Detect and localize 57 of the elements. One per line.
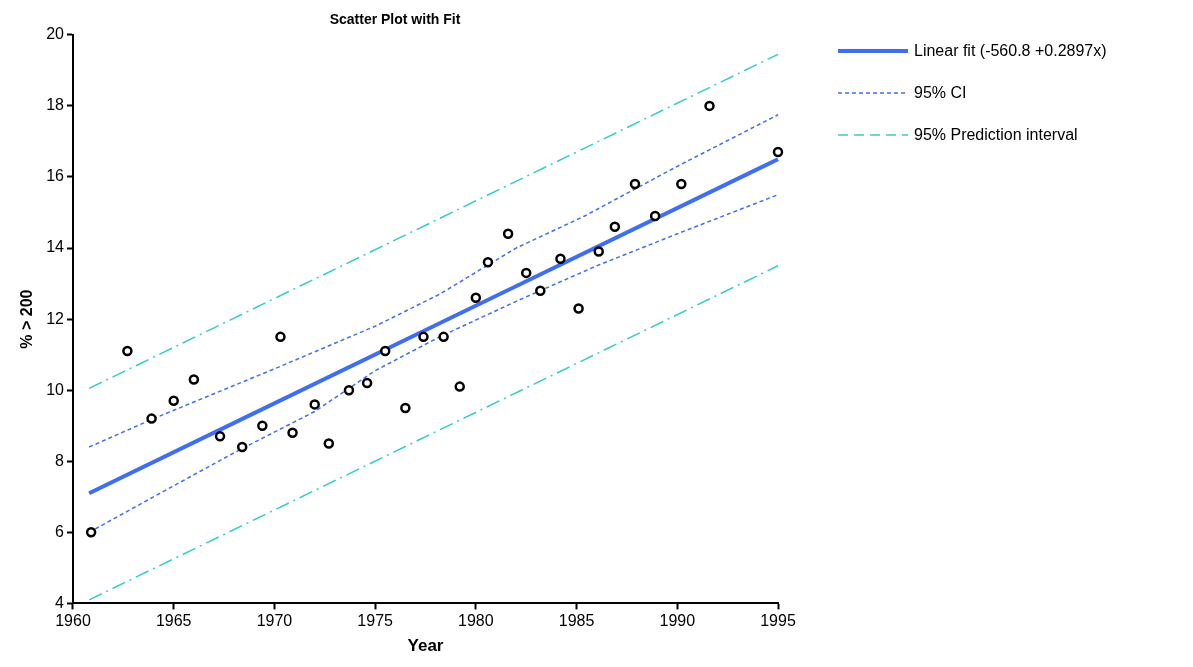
point xyxy=(309,399,320,410)
point xyxy=(146,413,157,424)
legend-label: 95% CI xyxy=(914,84,967,102)
point xyxy=(649,210,661,222)
chart-title: Scatter Plot with Fit xyxy=(329,11,461,28)
point xyxy=(275,331,286,343)
x-tick-label: 1995 xyxy=(760,612,796,630)
y-tick-label: 18 xyxy=(46,96,65,114)
point xyxy=(676,178,687,190)
point xyxy=(168,395,179,407)
x-axis-title: Year xyxy=(407,636,444,656)
x-tick-label: 1970 xyxy=(256,612,293,630)
point xyxy=(482,256,494,268)
point xyxy=(454,381,465,392)
point xyxy=(520,267,532,279)
y-tick-label: 6 xyxy=(55,522,65,540)
point xyxy=(438,331,449,343)
point xyxy=(287,427,298,439)
y-tick-label: 20 xyxy=(46,25,65,43)
point xyxy=(418,331,429,343)
x-tick-label: 1985 xyxy=(558,612,595,630)
x-tick-label: 1975 xyxy=(357,612,394,630)
point xyxy=(323,438,335,449)
point xyxy=(535,285,546,296)
y-tick-label: 10 xyxy=(46,380,65,398)
point xyxy=(772,146,784,158)
legend-label: Linear fit (-560.8 +0.2897x) xyxy=(914,42,1107,60)
x-tick-label: 1960 xyxy=(55,612,91,630)
point xyxy=(573,303,584,314)
line-series xyxy=(88,114,779,448)
point xyxy=(257,420,268,431)
point xyxy=(214,431,226,442)
y-tick-label: 12 xyxy=(46,309,65,327)
x-tick-label: 1980 xyxy=(458,612,494,630)
y-tick-label: 4 xyxy=(55,593,65,611)
y-axis-title: % > 200 xyxy=(18,289,36,349)
point xyxy=(188,374,200,385)
point xyxy=(470,292,482,304)
legend-label: 95% Prediction interval xyxy=(914,126,1078,144)
point xyxy=(343,384,355,396)
y-tick-label: 16 xyxy=(46,167,65,185)
point xyxy=(400,402,411,414)
point xyxy=(502,228,514,240)
point xyxy=(555,253,566,264)
point xyxy=(704,100,715,112)
x-tick-label: 1990 xyxy=(659,612,696,630)
y-tick-label: 8 xyxy=(55,451,65,469)
x-tick-label: 1965 xyxy=(155,612,192,630)
y-tick-label: 14 xyxy=(46,238,65,256)
point xyxy=(85,527,97,538)
point xyxy=(236,441,248,453)
point xyxy=(122,345,133,357)
point xyxy=(361,377,373,389)
point xyxy=(609,221,621,232)
point xyxy=(379,345,391,357)
point xyxy=(593,246,604,257)
point xyxy=(629,178,641,190)
